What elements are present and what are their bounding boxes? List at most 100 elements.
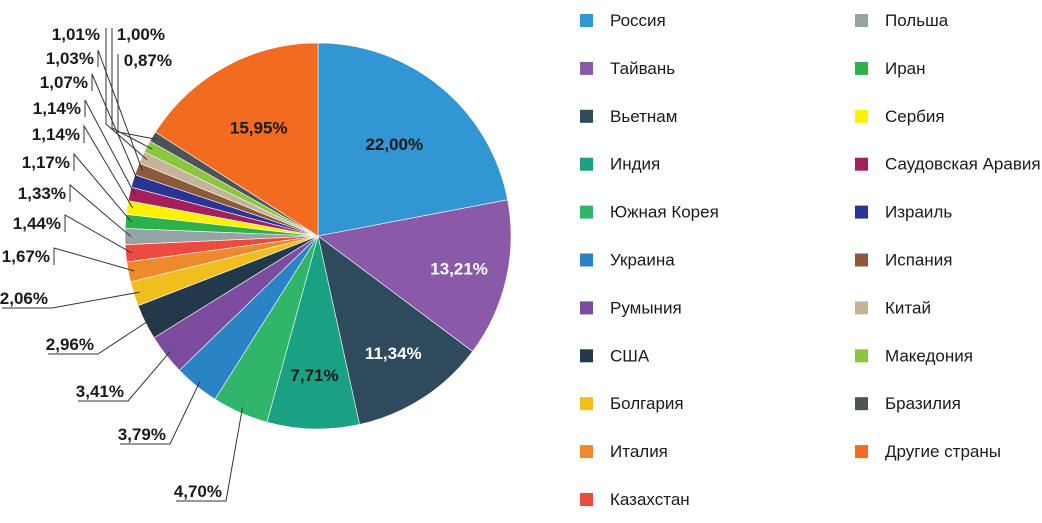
slice-label-usa: 2,96%	[46, 335, 94, 354]
pie-slice-other-countries	[154, 42, 319, 237]
legend-label-israel: Израиль	[885, 203, 952, 222]
legend-item-south-korea: Южная Корея	[580, 203, 719, 222]
legend-label-macedonia: Македония	[885, 346, 973, 365]
leader-line-saudi-arabia	[84, 99, 136, 196]
legend-item-spain: Испания	[855, 251, 952, 270]
legend-swatch-taiwan	[580, 61, 593, 75]
legend-swatch-usa	[580, 349, 593, 363]
slice-label-bulgaria: 2,06%	[0, 289, 48, 308]
slice-label-serbia: 1,14%	[32, 125, 80, 144]
legend-swatch-vietnam	[580, 109, 593, 123]
legend-label-russia: Россия	[610, 11, 666, 30]
legend-item-saudi-arabia: Саудовская Аравия	[855, 155, 1041, 174]
legend-item-kazakhstan: Казахстан	[580, 490, 690, 509]
leader-line-iran	[73, 152, 132, 223]
leader-line-brazil	[117, 54, 158, 140]
legend-label-serbia: Сербия	[885, 107, 945, 126]
legend-swatch-poland	[855, 14, 868, 27]
legend-label-bulgaria: Болгария	[610, 394, 684, 413]
legend-swatch-romania	[580, 301, 593, 315]
leader-lines	[2, 28, 243, 502]
legend-label-vietnam: Вьетнам	[610, 107, 677, 126]
legend-item-russia: Россия	[580, 11, 666, 30]
legend-item-other-countries: Другие страны	[855, 442, 1001, 461]
legend-swatch-spain	[855, 253, 868, 267]
leader-line-israel	[91, 73, 140, 183]
slice-label-south-korea: 4,70%	[174, 482, 222, 501]
legend-label-kazakhstan: Казахстан	[610, 490, 690, 509]
leader-line-china	[105, 28, 148, 161]
legend-swatch-iran	[855, 61, 868, 75]
legend-label-usa: США	[610, 346, 650, 365]
legend-item-iran: Иран	[855, 59, 926, 78]
legend-item-china: Китай	[855, 298, 931, 317]
leader-line-macedonia	[111, 28, 153, 150]
legend-swatch-china	[855, 301, 868, 315]
legend-item-brazil: Бразилия	[855, 394, 961, 413]
pie-slice-india	[266, 235, 360, 430]
legend-item-india: Индия	[580, 155, 660, 174]
legend-item-bulgaria: Болгария	[580, 394, 684, 413]
leader-line-usa	[48, 319, 151, 355]
legend-item-israel: Израиль	[855, 203, 952, 222]
legend-swatch-kazakhstan	[580, 493, 593, 506]
slice-label-china: 1,01%	[52, 25, 100, 44]
leader-line-poland	[69, 183, 132, 237]
slice-label-italy: 1,67%	[2, 247, 50, 266]
pie-slice-vietnam	[317, 235, 474, 425]
legend-label-brazil: Бразилия	[885, 394, 961, 413]
legend-swatch-serbia	[855, 109, 868, 123]
legend-swatch-bulgaria	[580, 397, 593, 411]
legend-swatch-india	[580, 157, 593, 171]
legend-item-taiwan: Тайвань	[580, 59, 675, 78]
legend-label-south-korea: Южная Корея	[610, 203, 719, 222]
legend-label-ukraine: Украина	[610, 251, 675, 270]
legend-item-usa: США	[580, 346, 650, 365]
slice-label-iran: 1,17%	[22, 153, 70, 172]
slice-label-russia: 22,00%	[365, 135, 423, 154]
leader-line-romania	[78, 350, 171, 402]
legend-item-vietnam: Вьетнам	[580, 107, 677, 126]
legend-swatch-brazil	[855, 397, 868, 411]
legend-swatch-saudi-arabia	[855, 157, 868, 171]
legend-swatch-south-korea	[580, 205, 593, 219]
legend-item-macedonia: Македония	[855, 346, 973, 365]
slice-label-vietnam: 11,34%	[365, 344, 422, 363]
pie-slice-taiwan	[317, 199, 512, 352]
slice-label-spain: 1,03%	[46, 49, 94, 68]
legend-swatch-ukraine	[580, 253, 593, 267]
slice-label-ukraine: 3,79%	[118, 425, 166, 444]
legend-label-taiwan: Тайвань	[610, 59, 675, 78]
slice-label-brazil: 0,87%	[124, 51, 172, 70]
leader-line-south-korea	[176, 407, 243, 502]
legend-label-italy: Италия	[610, 442, 668, 461]
legend-item-romania: Румыния	[580, 298, 682, 317]
slice-label-poland: 1,33%	[18, 184, 66, 203]
slice-label-other-countries: 15,95%	[230, 119, 288, 138]
legend-swatch-macedonia	[855, 349, 868, 363]
slice-label-romania: 3,41%	[76, 382, 124, 401]
legend-item-ukraine: Украина	[580, 251, 675, 270]
legend-label-saudi-arabia: Саудовская Аравия	[885, 155, 1041, 174]
slice-label-kazakhstan: 1,44%	[13, 214, 61, 233]
legend-swatch-israel	[855, 205, 868, 219]
legend-label-iran: Иран	[885, 59, 926, 78]
leader-line-italy	[53, 247, 135, 272]
legend-label-romania: Румыния	[610, 298, 682, 317]
legend-label-poland: Польша	[885, 11, 949, 30]
leader-line-spain	[97, 49, 143, 172]
legend-item-serbia: Сербия	[855, 107, 945, 126]
legend-swatch-italy	[580, 445, 593, 459]
legend-swatch-russia	[580, 14, 593, 27]
legend-label-india: Индия	[610, 155, 660, 174]
legend-label-other-countries: Другие страны	[885, 442, 1001, 461]
leader-line-bulgaria	[2, 291, 140, 309]
slice-label-taiwan: 13,21%	[430, 260, 488, 279]
legend-swatch-other-countries	[855, 445, 868, 459]
legend-label-china: Китай	[885, 298, 931, 317]
leader-line-kazakhstan	[64, 214, 132, 254]
slice-label-saudi-arabia: 1,14%	[33, 99, 81, 118]
legend-item-italy: Италия	[580, 442, 668, 461]
slice-label-india: 7,71%	[290, 366, 338, 385]
slice-label-macedonia: 1,00%	[117, 25, 165, 44]
